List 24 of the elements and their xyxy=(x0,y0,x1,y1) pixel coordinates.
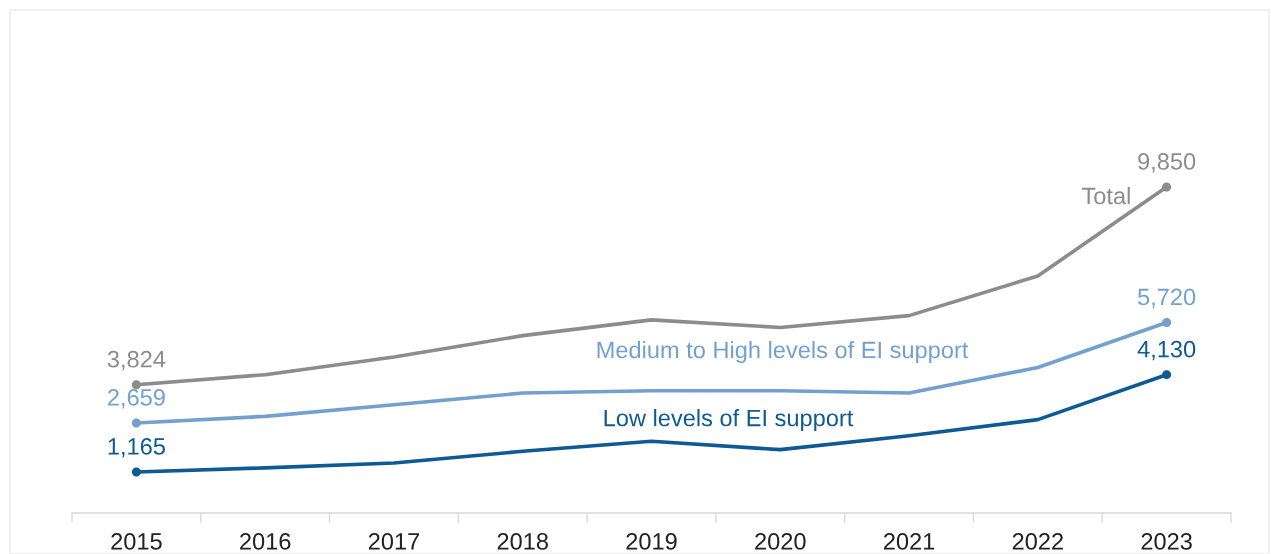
x-tick-label: 2017 xyxy=(368,533,420,550)
series-label: Total xyxy=(1082,186,1130,205)
series-label: Medium to High levels of EI support xyxy=(597,340,969,363)
data-label: 3,824 xyxy=(107,350,166,371)
point xyxy=(1162,182,1172,192)
data-label: 1,165 xyxy=(108,438,165,458)
x-tick-label: 2019 xyxy=(626,533,677,550)
data-label: 5,720 xyxy=(1138,288,1196,309)
point xyxy=(1162,317,1172,328)
data-label: 2,659 xyxy=(108,389,165,409)
x-tick-label: 2018 xyxy=(497,533,548,550)
x-tick-label: 2021 xyxy=(883,533,935,550)
point xyxy=(131,418,141,428)
point xyxy=(131,380,141,390)
point xyxy=(131,467,141,477)
x-tick-label: 2020 xyxy=(755,533,806,550)
x-tick-label: 2022 xyxy=(1012,533,1063,550)
x-tick-label: 2023 xyxy=(1141,533,1192,550)
x-tick-label: 2015 xyxy=(111,533,162,550)
data-label: 4,130 xyxy=(1137,340,1196,361)
data-label: 9,850 xyxy=(1138,153,1196,173)
point xyxy=(1162,370,1172,380)
x-tick-label: 2016 xyxy=(240,533,291,550)
series-label: Low levels of EI support xyxy=(604,409,854,432)
